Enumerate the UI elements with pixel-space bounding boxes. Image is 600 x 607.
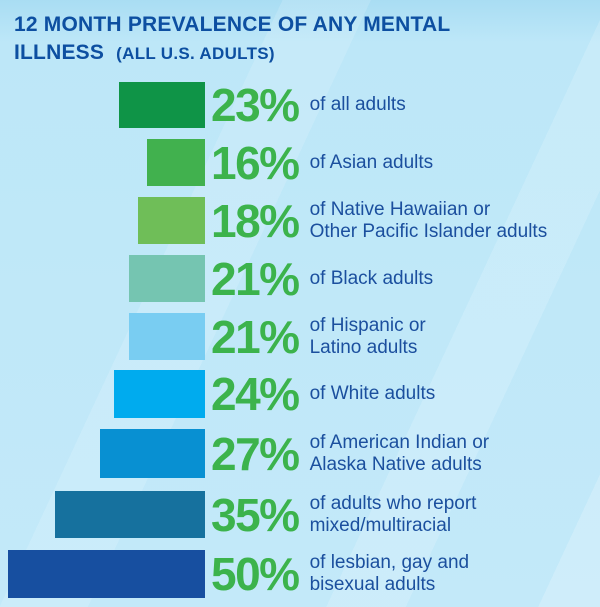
chart-row: 27% of American Indian or Alaska Native a…: [0, 429, 600, 478]
chart-row: 21% of Hispanic or Latino adults: [0, 313, 600, 360]
category-label: of Black adults: [309, 267, 434, 289]
bar: [129, 255, 205, 302]
value-label: 24%: [211, 368, 300, 420]
category-label: of Hispanic or Latino adults: [309, 314, 426, 358]
chart-row: 16% of Asian adults: [0, 139, 600, 186]
chart-row: 23% of all adults: [0, 82, 600, 128]
category-label: of White adults: [309, 383, 436, 404]
category-label: of all adults: [309, 94, 406, 115]
category-label: of Native Hawaiian or Other Pacific Islan…: [309, 198, 548, 242]
category-label: of adults who report mixed/multiracial: [309, 492, 477, 536]
value-label: 27%: [211, 427, 300, 480]
value-label: 35%: [211, 488, 300, 541]
chart-title-subtitle: (ALL U.S. ADULTS): [116, 44, 275, 63]
value-label: 21%: [211, 310, 300, 363]
category-label: of Asian adults: [309, 151, 434, 173]
bar: [147, 139, 205, 186]
chart-title-line2: ILLNESS (ALL U.S. ADULTS): [14, 39, 450, 68]
category-label: of American Indian or Alaska Native adult…: [309, 431, 490, 475]
chart-row: 18% of Native Hawaiian or Other Pacific I…: [0, 197, 600, 244]
value-label: 18%: [211, 194, 300, 247]
chart-row: 35% of adults who report mixed/multiracia…: [0, 491, 600, 538]
category-label: of lesbian, gay and bisexual adults: [309, 552, 470, 595]
bar: [119, 82, 205, 128]
value-label: 21%: [211, 252, 300, 305]
chart-title-line1: 12 MONTH PREVALENCE OF ANY MENTAL: [14, 13, 451, 36]
bar: [55, 491, 205, 538]
chart-row: 24% of White adults: [0, 370, 600, 418]
bar: [100, 429, 205, 478]
bar: [114, 370, 205, 418]
chart-title: 12 MONTH PREVALENCE OF ANY MENTAL ILLNES…: [14, 11, 450, 68]
bar: [138, 197, 205, 244]
chart-row: 21% of Black adults: [0, 255, 600, 302]
bar: [8, 550, 205, 598]
value-label: 16%: [211, 136, 300, 189]
bar: [129, 313, 205, 360]
value-label: 23%: [211, 79, 300, 131]
value-label: 50%: [211, 548, 300, 600]
chart-title-illness: ILLNESS: [14, 41, 105, 64]
chart-row: 50% of lesbian, gay and bisexual adults: [0, 550, 600, 598]
